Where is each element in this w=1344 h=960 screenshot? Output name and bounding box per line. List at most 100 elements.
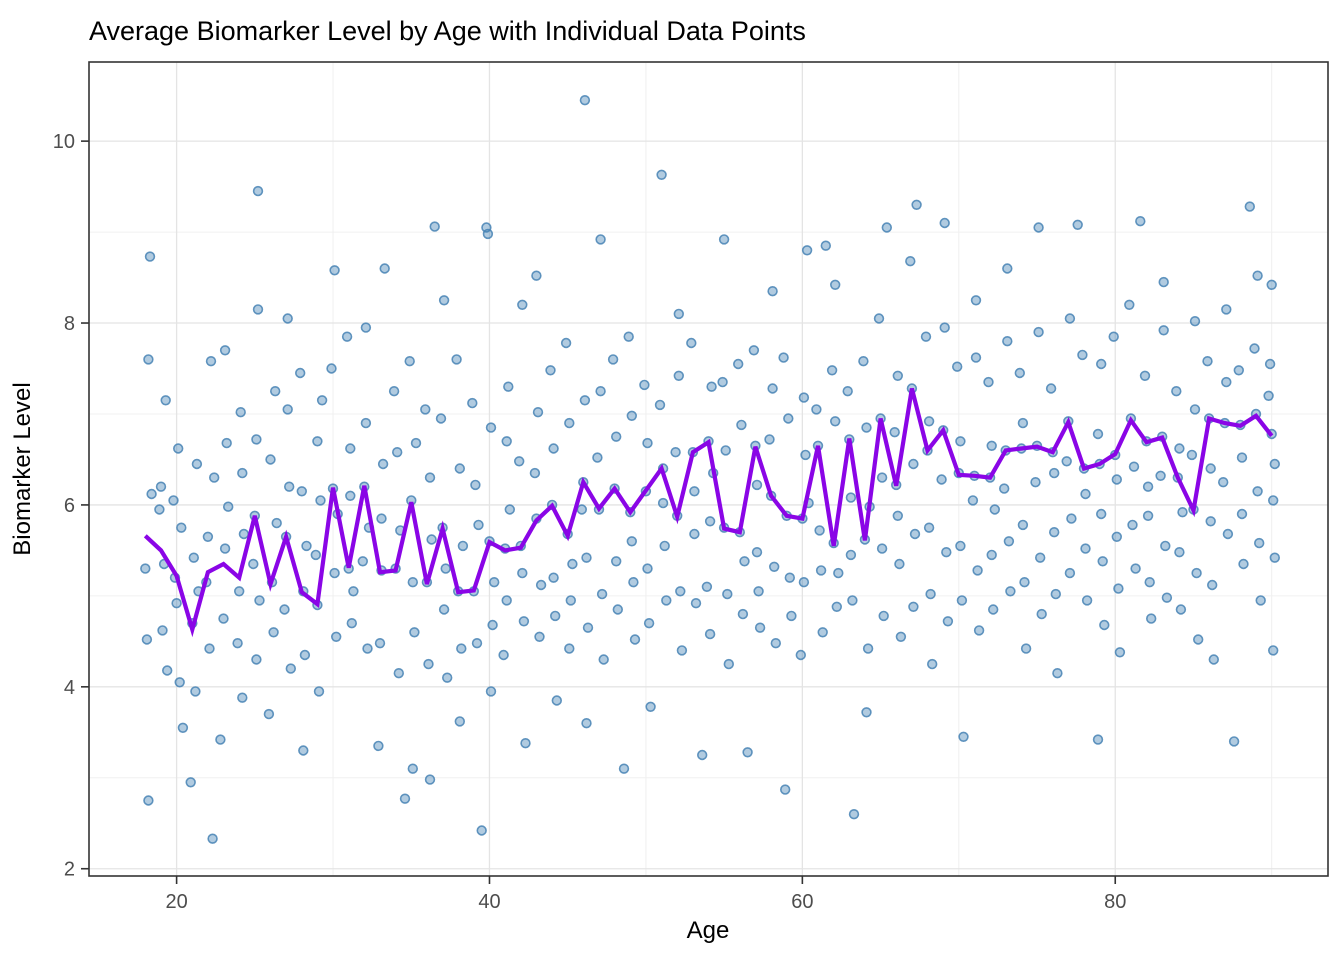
scatter-point <box>1095 508 1107 520</box>
scatter-point <box>1034 552 1046 563</box>
scatter-point <box>1033 326 1044 338</box>
scatter-point <box>704 516 716 527</box>
scatter-point <box>751 479 763 491</box>
scatter-point <box>1045 383 1057 394</box>
scatter-point <box>955 540 966 552</box>
scatter-point <box>911 199 922 211</box>
scatter-point <box>564 643 575 654</box>
scatter-point <box>1263 390 1274 401</box>
scatter-point <box>942 616 954 627</box>
scatter-point <box>140 563 151 574</box>
scatter-point <box>817 627 828 638</box>
scatter-point <box>218 613 229 624</box>
scatter-point <box>800 449 811 461</box>
scatter-point <box>545 365 556 376</box>
scatter-point <box>1206 579 1218 591</box>
scatter-point <box>435 413 447 424</box>
scatter-point <box>596 588 608 600</box>
scatter-point <box>504 504 515 515</box>
scatter-point <box>360 322 372 333</box>
scatter-point <box>845 492 857 503</box>
tick-marks <box>81 140 1117 884</box>
scatter-point <box>565 595 576 606</box>
scatter-point <box>1124 299 1135 310</box>
scatter-point <box>467 397 478 409</box>
scatter-point <box>939 217 950 229</box>
y-tick-label: 6 <box>64 495 75 517</box>
scatter-point <box>298 745 309 756</box>
scatter-point <box>876 472 888 483</box>
scatter-point <box>815 565 827 576</box>
scatter-point <box>1003 536 1015 547</box>
scatter-point <box>1092 734 1104 745</box>
scatter-point <box>1221 304 1232 315</box>
scatter-point <box>639 379 650 391</box>
scatter-point <box>173 443 184 454</box>
scatter-point <box>862 643 874 654</box>
scatter-point <box>1266 279 1277 290</box>
tick-labels: 20 40 60 80 2 4 6 8 10 <box>53 131 1127 913</box>
scatter-point <box>202 531 214 542</box>
scatter-point <box>1269 458 1281 470</box>
scatter-point <box>1135 216 1146 227</box>
scatter-point <box>271 517 282 529</box>
scatter-point <box>1238 558 1249 570</box>
scatter-point <box>581 717 592 729</box>
scatter-point <box>1221 376 1232 388</box>
scatter-point <box>1095 358 1107 370</box>
scatter-point <box>701 581 713 592</box>
scatter-point <box>1255 595 1266 606</box>
scatter-point <box>778 352 789 363</box>
scatter-point <box>426 534 437 545</box>
scatter-point <box>1002 336 1013 347</box>
scatter-point <box>215 734 226 745</box>
scatter-point <box>534 631 545 642</box>
scatter-point <box>626 536 637 547</box>
scatter-point <box>162 665 173 676</box>
scatter-point <box>767 383 778 394</box>
scatter-point <box>858 356 869 367</box>
scatter-point <box>1128 461 1140 472</box>
scatter-point <box>1171 386 1182 397</box>
scatter-point <box>485 422 497 433</box>
scatter-point <box>767 286 778 297</box>
x-axis-title: Age <box>687 917 730 944</box>
scatter-point <box>736 419 747 431</box>
scatter-point <box>299 649 311 661</box>
scatter-point <box>905 256 916 267</box>
scatter-point <box>429 221 440 232</box>
scatter-point <box>282 313 293 324</box>
x-tick-label: 20 <box>165 891 187 913</box>
scatter-point <box>579 94 591 106</box>
scatter-point <box>316 395 328 406</box>
scatter-point <box>798 576 810 588</box>
y-axis-title: Biomarker Level <box>9 382 36 555</box>
scatter-point <box>487 619 498 631</box>
scatter-point <box>848 808 860 820</box>
scatter-point <box>234 586 245 597</box>
scatter-point <box>1267 495 1279 506</box>
x-tick-label: 60 <box>791 891 813 913</box>
scatter-point <box>331 631 342 642</box>
scatter-point <box>1080 488 1091 500</box>
scatter-point <box>379 263 390 274</box>
scatter-point <box>723 658 734 670</box>
scatter-point <box>191 458 203 470</box>
scatter-point <box>579 395 591 406</box>
scatter-point <box>628 576 639 588</box>
scatter-point <box>360 417 372 429</box>
scatter-point <box>373 740 384 752</box>
scatter-point <box>1144 576 1155 588</box>
y-tick-label: 2 <box>64 859 75 881</box>
scatter-point <box>1080 543 1091 554</box>
scatter-point <box>1253 537 1265 549</box>
scatter-point <box>642 563 653 574</box>
scatter-point <box>251 654 262 665</box>
y-tick-label: 8 <box>64 313 75 335</box>
scatter-point <box>1269 552 1281 563</box>
scatter-point <box>1097 556 1108 567</box>
scatter-point <box>143 795 154 806</box>
scatter-point <box>424 472 436 483</box>
scatter-point <box>645 701 656 712</box>
